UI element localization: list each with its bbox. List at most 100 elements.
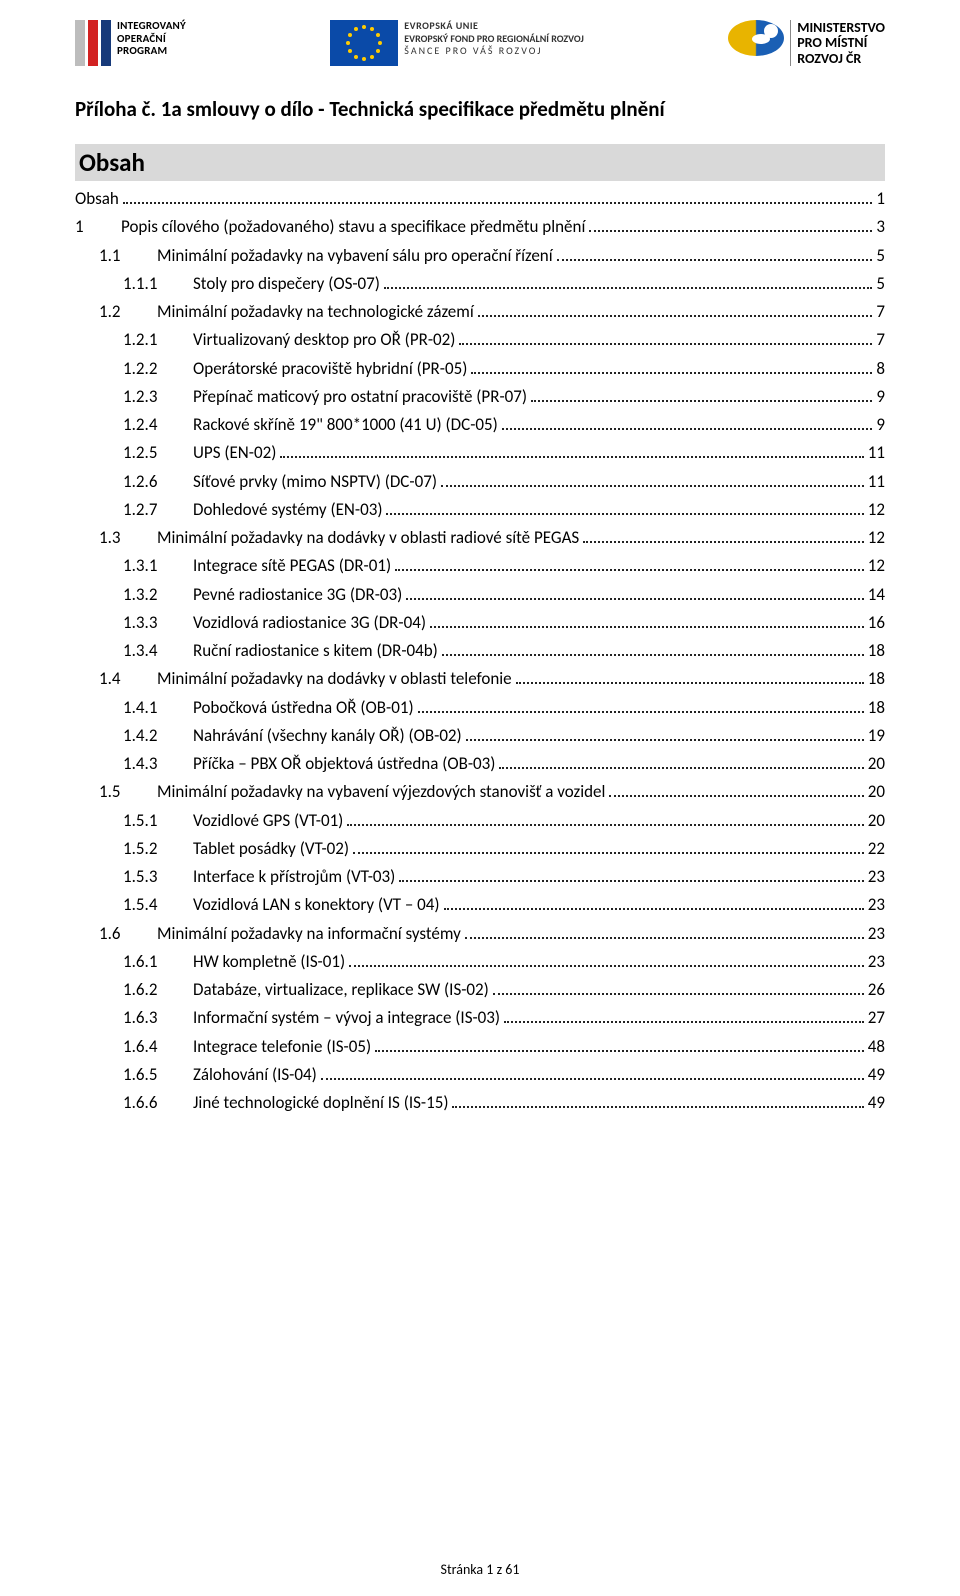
toc-entry[interactable]: 1.2.5UPS (EN-02)11 bbox=[75, 442, 885, 463]
toc-entry[interactable]: 1.6.2Databáze, virtualizace, replikace S… bbox=[75, 979, 885, 1000]
toc-entry-label: Síťové prvky (mimo NSPTV) (DC-07) bbox=[193, 471, 437, 492]
toc-entry-page: 7 bbox=[876, 329, 885, 350]
toc-entry-page: 16 bbox=[868, 612, 885, 633]
mmr-text: MINISTERSTVO PRO MÍSTNÍ ROZVOJ ČR bbox=[797, 20, 885, 66]
toc-entry-number: 1.6.6 bbox=[123, 1092, 175, 1113]
table-of-contents: Obsah1 1Popis cílového (požadovaného) sta… bbox=[75, 188, 885, 1113]
toc-entry-page: 23 bbox=[868, 894, 885, 915]
toc-entry[interactable]: 1.2.1Virtualizovaný desktop pro OŘ (PR-0… bbox=[75, 329, 885, 350]
mmr-line2: PRO MÍSTNÍ bbox=[797, 35, 885, 50]
toc-entry[interactable]: 1.4.1Pobočková ústředna OŘ (OB-01)18 bbox=[75, 697, 885, 718]
eu-star-icon bbox=[370, 55, 374, 59]
toc-entry-page: 20 bbox=[868, 810, 885, 831]
toc-leader-dots bbox=[442, 643, 864, 657]
eu-star-icon bbox=[378, 41, 382, 45]
toc-leader-dots bbox=[353, 840, 864, 854]
toc-entry-page: 8 bbox=[876, 358, 885, 379]
toc-entry-number: 1.2.5 bbox=[123, 442, 175, 463]
eu-flag-icon bbox=[330, 20, 398, 66]
toc-entry[interactable]: 1.3.3Vozidlová radiostanice 3G (DR-04)16 bbox=[75, 612, 885, 633]
toc-entry[interactable]: 1.5.3Interface k přístrojům (VT-03)23 bbox=[75, 866, 885, 887]
toc-entry[interactable]: 1.5.2Tablet posádky (VT-02)22 bbox=[75, 838, 885, 859]
iop-text: INTEGROVANÝ OPERAČNÍ PROGRAM bbox=[117, 20, 186, 58]
mmr-separator bbox=[790, 20, 791, 66]
toc-entry[interactable]: 1.6.3Informační systém – vývoj a integra… bbox=[75, 1007, 885, 1028]
toc-leader-dots bbox=[441, 473, 864, 487]
toc-entry[interactable]: 1.6Minimální požadavky na informační sys… bbox=[75, 923, 885, 944]
toc-entry-label: Minimální požadavky na dodávky v oblasti… bbox=[157, 668, 512, 689]
toc-entry[interactable]: 1.6.1HW kompletně (IS-01)23 bbox=[75, 951, 885, 972]
toc-entry-page: 9 bbox=[876, 386, 885, 407]
toc-entry-label: Minimální požadavky na informační systém… bbox=[157, 923, 461, 944]
toc-entry[interactable]: 1.4.2Nahrávání (všechny kanály OŘ) (OB-0… bbox=[75, 725, 885, 746]
toc-entry-label: Přepínač maticový pro ostatní pracoviště… bbox=[193, 386, 527, 407]
eu-line1: EVROPSKÁ UNIE bbox=[404, 20, 584, 33]
toc-leader-dots bbox=[459, 332, 872, 346]
toc-entry-number: 1.6.1 bbox=[123, 951, 175, 972]
toc-entry-page: 18 bbox=[868, 640, 885, 661]
toc-leader-dots bbox=[375, 1038, 864, 1052]
toc-entry-page: 9 bbox=[876, 414, 885, 435]
toc-entry[interactable]: 1.2.2Operátorské pracoviště hybridní (PR… bbox=[75, 358, 885, 379]
toc-leader-dots bbox=[493, 982, 864, 996]
toc-entry[interactable]: 1.4 Minimální požadavky na dodávky v obla… bbox=[75, 668, 885, 689]
toc-entry-page: 12 bbox=[868, 499, 885, 520]
toc-entry[interactable]: 1.1.1Stoly pro dispečery (OS-07)5 bbox=[75, 273, 885, 294]
toc-entry-label: Ruční radiostanice s kitem (DR-04b) bbox=[193, 640, 438, 661]
toc-entry[interactable]: 1.2.7Dohledové systémy (EN-03)12 bbox=[75, 499, 885, 520]
toc-entry[interactable]: 1.2.4Rackové skříně 19" 800*1000 (41 U) … bbox=[75, 414, 885, 435]
toc-entry-number: 1.5.4 bbox=[123, 894, 175, 915]
toc-entry-page: 20 bbox=[868, 753, 885, 774]
toc-entry[interactable]: 1.4.3Příčka – PBX OŘ objektová ústředna … bbox=[75, 753, 885, 774]
eu-star-icon bbox=[348, 33, 352, 37]
toc-entry-page: 20 bbox=[868, 781, 885, 802]
toc-entry-label: Virtualizovaný desktop pro OŘ (PR-02) bbox=[193, 329, 455, 350]
eu-line3: ŠANCE PRO VÁŠ ROZVOJ bbox=[404, 45, 584, 58]
toc-entry[interactable]: 1.3.1Integrace sítě PEGAS (DR-01)12 bbox=[75, 555, 885, 576]
page-footer: Stránka 1 z 61 bbox=[0, 1561, 960, 1578]
toc-entry-number: 1.2.4 bbox=[123, 414, 175, 435]
toc-leader-dots bbox=[502, 417, 873, 431]
toc-leader-dots bbox=[395, 558, 864, 572]
eu-star-icon bbox=[370, 27, 374, 31]
toc-entry-number: 1.2 bbox=[99, 301, 137, 322]
toc-entry-number: 1.3.4 bbox=[123, 640, 175, 661]
toc-entry[interactable]: 1.2.6Síťové prvky (mimo NSPTV) (DC-07)11 bbox=[75, 471, 885, 492]
toc-entry-page: 14 bbox=[868, 584, 885, 605]
toc-entry-label: Jiné technologické doplnění IS (IS-15) bbox=[193, 1092, 448, 1113]
toc-entry[interactable]: 1.3.4 Ruční radiostanice s kitem (DR-04b)… bbox=[75, 640, 885, 661]
toc-entry-page: 5 bbox=[876, 245, 885, 266]
toc-entry[interactable]: 1.6.5Zálohování (IS-04)49 bbox=[75, 1064, 885, 1085]
toc-entry[interactable]: 1.5.4Vozidlová LAN s konektory (VT – 04)… bbox=[75, 894, 885, 915]
toc-entry-number: 1.5.2 bbox=[123, 838, 175, 859]
toc-entry[interactable]: 1.5Minimální požadavky na vybavení výjez… bbox=[75, 781, 885, 802]
toc-entry-page: 49 bbox=[868, 1092, 885, 1113]
toc-entry[interactable]: 1.2.3Přepínač maticový pro ostatní praco… bbox=[75, 386, 885, 407]
toc-entry-page: 26 bbox=[868, 979, 885, 1000]
toc-entry-number: 1.5.3 bbox=[123, 866, 175, 887]
toc-entry-number: 1.2.7 bbox=[123, 499, 175, 520]
toc-entry-number: 1.3 bbox=[99, 527, 137, 548]
toc-entry-number: 1.3.1 bbox=[123, 555, 175, 576]
toc-entry-page: 18 bbox=[868, 668, 885, 689]
toc-entry[interactable]: 1.2Minimální požadavky na technologické … bbox=[75, 301, 885, 322]
toc-entry-number: 1.3.3 bbox=[123, 612, 175, 633]
toc-entry-label: Informační systém – vývoj a integrace (I… bbox=[193, 1007, 500, 1028]
toc-entry[interactable]: 1.3.2Pevné radiostanice 3G (DR-03)14 bbox=[75, 584, 885, 605]
toc-entry-label: Integrace sítě PEGAS (DR-01) bbox=[193, 555, 391, 576]
toc-entry[interactable]: 1.3Minimální požadavky na dodávky v obla… bbox=[75, 527, 885, 548]
toc-entry-number: 1.4 bbox=[99, 668, 137, 689]
toc-leader-dots bbox=[430, 614, 864, 628]
toc-entry[interactable]: 1.6.6 Jiné technologické doplnění IS (IS-… bbox=[75, 1092, 885, 1113]
toc-entry[interactable]: 1.6.4Integrace telefonie (IS-05)48 bbox=[75, 1036, 885, 1057]
toc-entry[interactable]: 1.1Minimální požadavky na vybavení sálu … bbox=[75, 245, 885, 266]
toc-leader-dots bbox=[557, 247, 873, 261]
toc-entry[interactable]: Obsah1 bbox=[75, 188, 885, 209]
toc-leader-dots bbox=[452, 1095, 863, 1109]
iop-line1: INTEGROVANÝ bbox=[117, 20, 186, 33]
toc-leader-dots bbox=[349, 953, 864, 967]
toc-entry[interactable]: 1Popis cílového (požadovaného) stavu a s… bbox=[75, 216, 885, 237]
toc-entry-label: Databáze, virtualizace, replikace SW (IS… bbox=[193, 979, 489, 1000]
toc-entry[interactable]: 1.5.1Vozidlové GPS (VT-01)20 bbox=[75, 810, 885, 831]
toc-entry-label: Stoly pro dispečery (OS-07) bbox=[193, 273, 380, 294]
